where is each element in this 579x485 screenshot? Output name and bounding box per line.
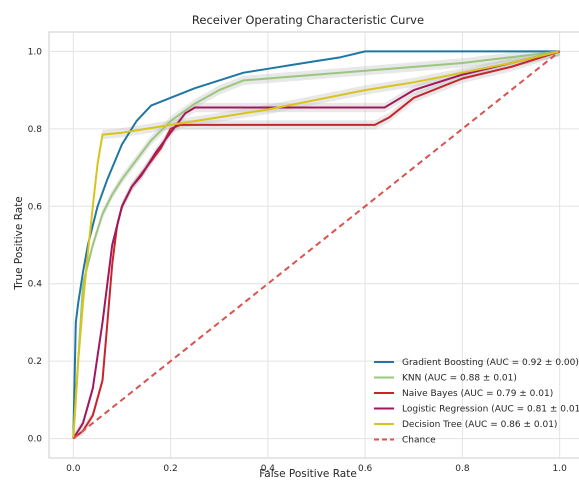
chart-title: Receiver Operating Characteristic Curve bbox=[192, 13, 424, 27]
naive-bayes-band bbox=[73, 51, 560, 439]
x-tick-label: 0.8 bbox=[455, 464, 470, 474]
legend-label-chance: Chance bbox=[402, 436, 436, 446]
gradient-boosting-line bbox=[72, 50, 560, 439]
legend-label-gradient-boosting: Gradient Boosting (AUC = 0.92 ± 0.00) bbox=[402, 358, 579, 368]
decision-tree-line bbox=[72, 50, 560, 439]
legend-label-logistic-regression: Logistic Regression (AUC = 0.81 ± 0.01) bbox=[402, 405, 579, 415]
y-tick-label: 0.0 bbox=[28, 435, 43, 445]
chance-line bbox=[72, 50, 561, 440]
legend-label-naive-bayes: Naive Bayes (AUC = 0.79 ± 0.01) bbox=[402, 389, 553, 399]
legend-label-decision-tree: Decision Tree (AUC = 0.86 ± 0.01) bbox=[402, 420, 557, 430]
grid bbox=[49, 32, 579, 458]
y-tick-label: 0.2 bbox=[28, 357, 42, 367]
y-tick-label: 0.6 bbox=[28, 202, 43, 212]
x-tick-label: 0.6 bbox=[358, 464, 373, 474]
confidence-bands bbox=[73, 51, 560, 439]
legend: Gradient Boosting (AUC = 0.92 ± 0.00) KNN… bbox=[374, 358, 579, 446]
x-axis-label: False Positive Rate bbox=[259, 468, 357, 480]
y-tick-label: 0.4 bbox=[28, 280, 43, 290]
x-axis-ticks: 0.0 0.2 0.4 0.6 0.8 1.0 bbox=[66, 464, 567, 474]
logistic-regression-line bbox=[72, 50, 560, 440]
legend-label-knn: KNN (AUC = 0.88 ± 0.01) bbox=[402, 374, 517, 384]
y-axis-label: True Positive Rate bbox=[13, 196, 25, 291]
x-tick-label: 0.4 bbox=[261, 464, 276, 474]
series-lines bbox=[72, 50, 561, 440]
y-axis-ticks: 0.0 0.2 0.4 0.6 0.8 1.0 bbox=[28, 47, 43, 444]
x-tick-label: 0.0 bbox=[66, 464, 81, 474]
x-tick-label: 1.0 bbox=[553, 464, 568, 474]
x-tick-label: 0.2 bbox=[163, 464, 177, 474]
knn-line bbox=[72, 50, 560, 439]
y-tick-label: 1.0 bbox=[28, 47, 43, 57]
y-tick-label: 0.8 bbox=[28, 125, 43, 135]
